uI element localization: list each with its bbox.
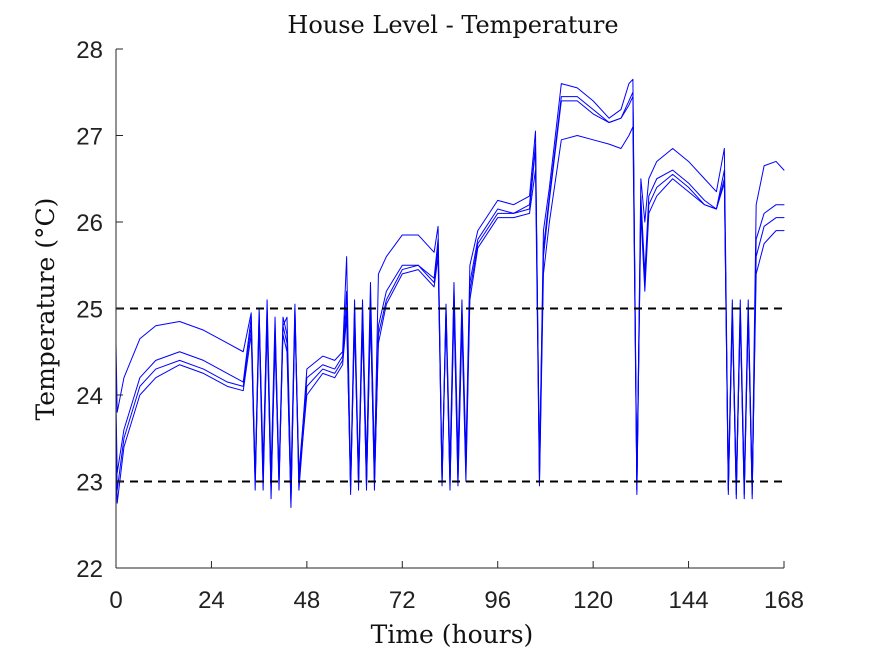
y-axis-label: Temperature (°C) (31, 198, 60, 421)
y-tick-label: 23 (76, 470, 103, 497)
y-tick-label: 28 (76, 37, 103, 64)
x-tick-label: 48 (294, 587, 321, 614)
y-tick-label: 24 (76, 383, 103, 410)
x-axis-label: Time (hours) (371, 620, 534, 649)
y-tick-label: 26 (76, 210, 103, 237)
plot-area (115, 78, 785, 508)
x-tick-label: 144 (669, 587, 709, 614)
x-tick-label: 120 (573, 587, 613, 614)
y-tick-label: 27 (76, 124, 103, 151)
x-tick-label: 24 (198, 587, 225, 614)
series-line-4 (115, 126, 785, 504)
y-ticks: 22 23 24 25 26 27 28 (76, 37, 123, 583)
x-tick-label: 72 (389, 587, 416, 614)
x-tick-label: 96 (484, 587, 511, 614)
x-tick-label: 168 (764, 587, 804, 614)
x-ticks: 0 24 48 72 96 120 144 168 (109, 561, 804, 614)
x-tick-label: 0 (109, 587, 122, 614)
series-line-2 (115, 91, 785, 500)
y-tick-label: 25 (76, 297, 103, 324)
chart-title: House Level - Temperature (287, 11, 618, 39)
y-tick-label: 22 (76, 556, 103, 583)
series-line-1 (115, 78, 785, 491)
